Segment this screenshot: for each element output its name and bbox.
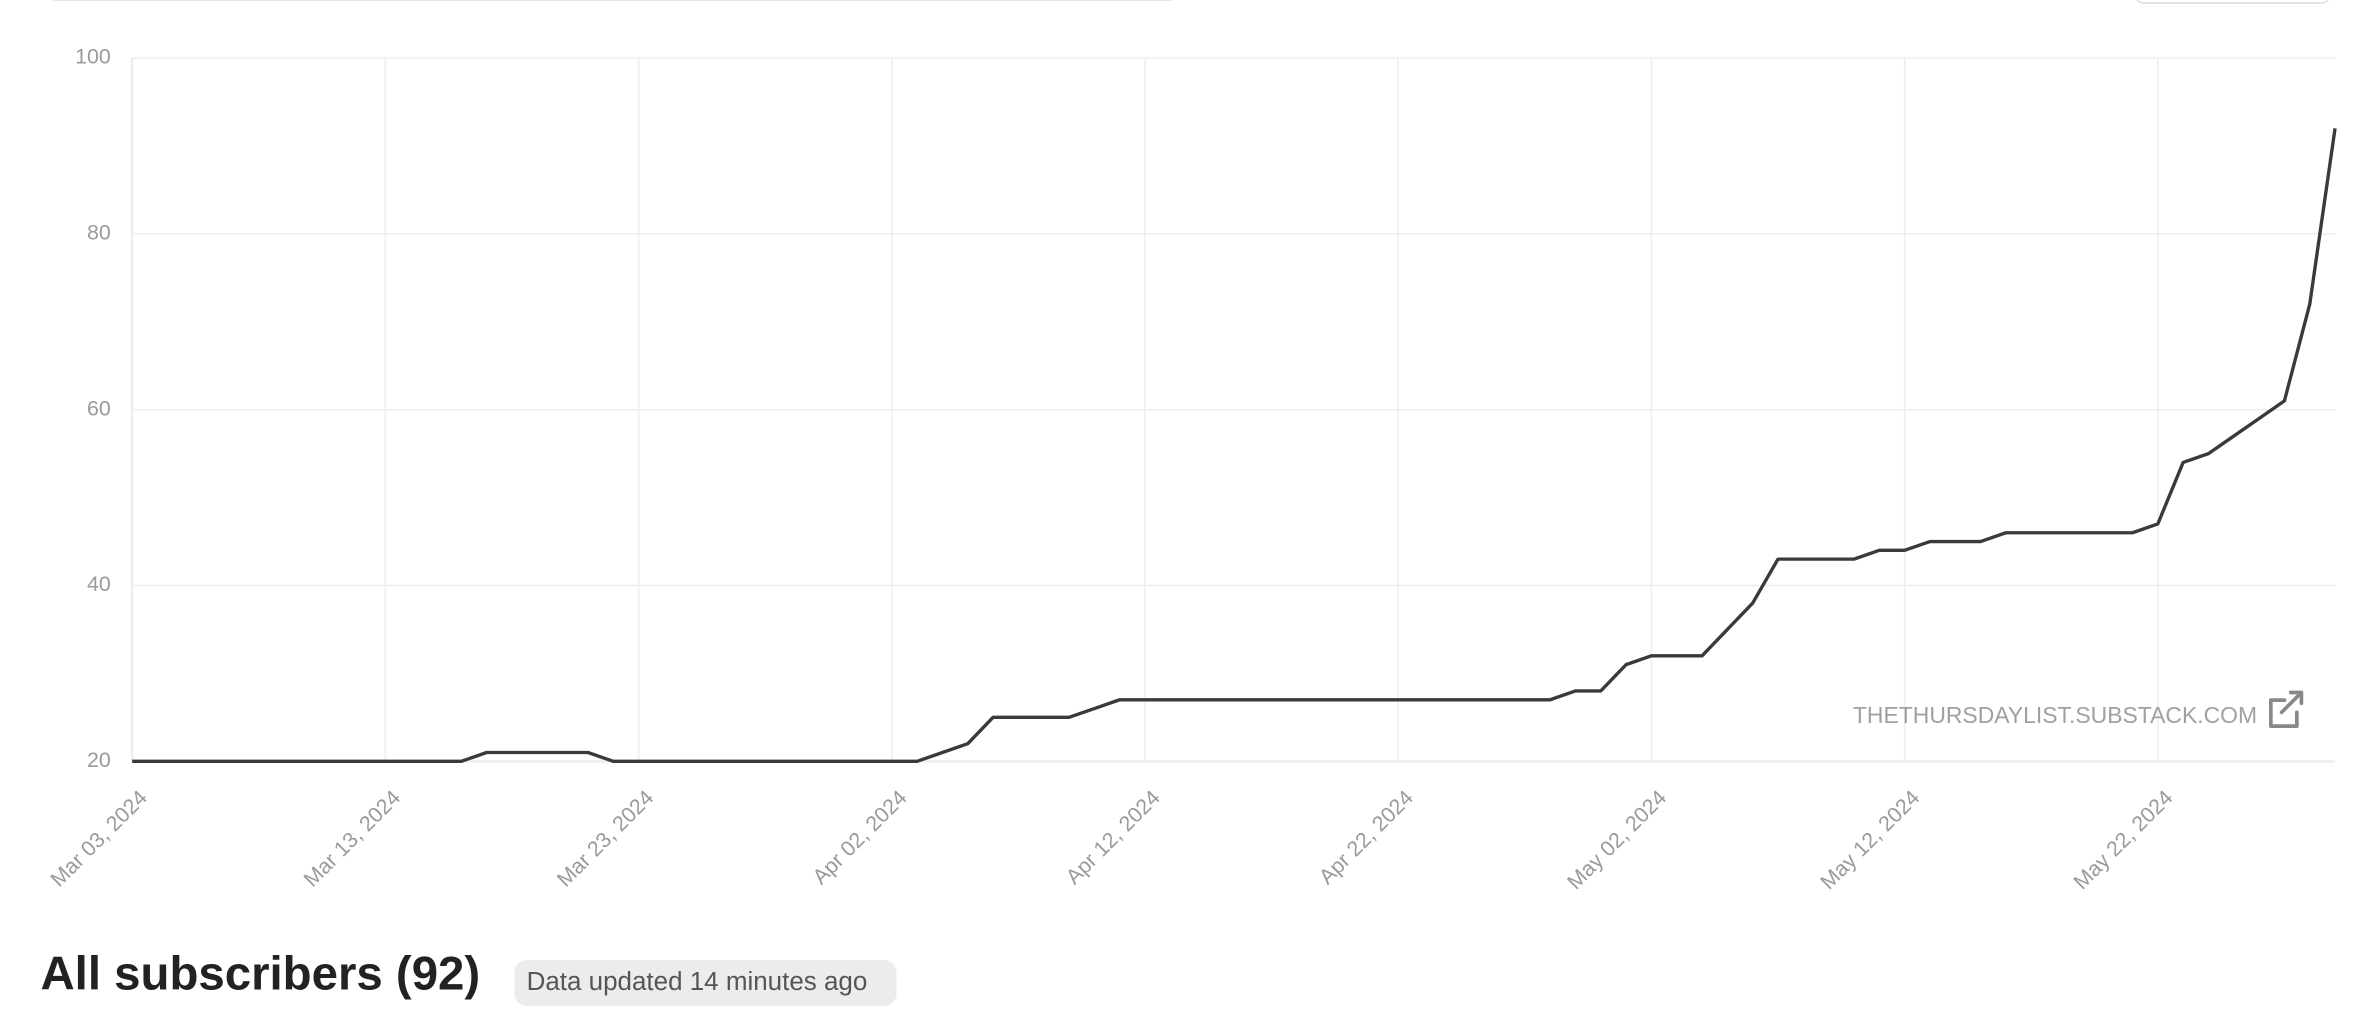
x-tick-label: Mar 13, 2024 bbox=[299, 785, 405, 891]
y-tick-label: 80 bbox=[87, 221, 111, 245]
x-tick-label: Apr 22, 2024 bbox=[1314, 785, 1418, 889]
x-tick-label: May 02, 2024 bbox=[1563, 785, 1672, 894]
x-tick-label: Mar 03, 2024 bbox=[46, 785, 152, 891]
watermark: THETHURSDAYLIST.SUBSTACK.COM bbox=[1853, 702, 2257, 728]
y-tick-label: 20 bbox=[87, 748, 111, 772]
x-tick-label: Apr 02, 2024 bbox=[808, 785, 912, 889]
x-tick-label: Mar 23, 2024 bbox=[552, 785, 658, 891]
heading: All subscribers (92) bbox=[40, 947, 480, 1000]
x-tick-label: May 22, 2024 bbox=[2069, 785, 2178, 894]
status-text: Data updated 14 minutes ago bbox=[527, 966, 868, 996]
menu-button[interactable] bbox=[2135, 0, 2331, 4]
external-link-icon[interactable] bbox=[2269, 690, 2304, 728]
y-tick-label: 40 bbox=[87, 572, 111, 596]
y-tick-label: 60 bbox=[87, 396, 111, 420]
status-badge bbox=[514, 960, 897, 1006]
x-tick-label: May 12, 2024 bbox=[1816, 785, 1925, 894]
data-line bbox=[132, 128, 2337, 763]
y-tick-label: 100 bbox=[75, 45, 111, 69]
x-tick-label: Apr 12, 2024 bbox=[1061, 785, 1165, 889]
